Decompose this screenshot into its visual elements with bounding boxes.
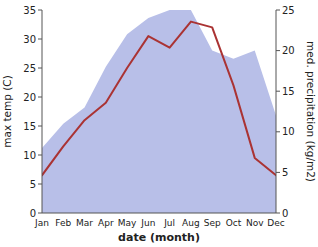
x-tick-label: Aug (182, 218, 200, 228)
y-tick (38, 155, 42, 156)
y-tick (38, 68, 42, 69)
y2-tick-label: 5 (282, 167, 288, 178)
x-tick-label: Sep (204, 218, 221, 228)
precipitation-area (42, 10, 276, 213)
y2-tick-label: 15 (282, 86, 295, 97)
y2-tick (276, 10, 280, 11)
y-tick (38, 97, 42, 98)
y2-axis-label: med. precipitation (kg/m2) (305, 41, 317, 182)
chart: 051015202530350510152025JanFebMarAprMayJ… (0, 0, 318, 247)
x-tick-label: Jan (34, 218, 49, 228)
y-tick-label: 20 (23, 92, 36, 103)
x-tick-label: Dec (267, 218, 284, 228)
y2-axis-line (276, 10, 277, 213)
y-tick (38, 39, 42, 40)
y-tick (38, 213, 42, 214)
y2-tick (276, 131, 280, 132)
y2-tick-label: 25 (282, 5, 295, 16)
plot-area (42, 10, 276, 213)
y-tick (38, 184, 42, 185)
y2-tick-label: 0 (282, 208, 288, 219)
x-tick-label: Apr (98, 218, 114, 228)
y-axis-label: max temp (C) (1, 75, 13, 148)
x-tick-label: Oct (226, 218, 242, 228)
y2-tick (276, 172, 280, 173)
y-tick-label: 15 (23, 121, 36, 132)
y2-tick-label: 10 (282, 126, 295, 137)
x-tick-label: Mar (76, 218, 93, 228)
x-tick-label: Nov (246, 218, 264, 228)
y-tick (38, 10, 42, 11)
y-tick-label: 35 (23, 5, 36, 16)
y-tick-label: 30 (23, 34, 36, 45)
y2-tick (276, 50, 280, 51)
y-tick-label: 10 (23, 150, 36, 161)
y-tick-label: 25 (23, 63, 36, 74)
chart-container: 051015202530350510152025JanFebMarAprMayJ… (0, 0, 318, 247)
x-tick-label: May (118, 218, 137, 228)
y2-tick-label: 20 (282, 45, 295, 56)
y-axis-line (42, 10, 43, 213)
x-axis-line (42, 213, 276, 214)
x-tick-label: Feb (55, 218, 71, 228)
x-tick-label: Jun (140, 218, 155, 228)
y-tick (38, 126, 42, 127)
y2-tick (276, 213, 280, 214)
x-axis-label: date (month) (118, 231, 200, 244)
y2-tick (276, 91, 280, 92)
y-tick-label: 5 (30, 179, 36, 190)
x-tick-label: Jul (163, 218, 175, 228)
temperature-line (42, 22, 276, 176)
y-tick-label: 0 (30, 208, 36, 219)
